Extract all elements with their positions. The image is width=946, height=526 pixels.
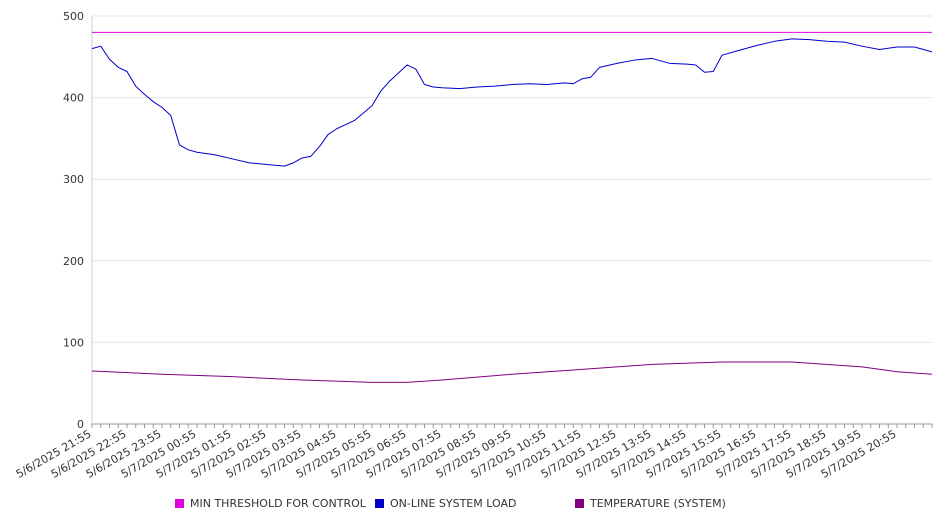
legend-swatch-threshold (175, 499, 184, 508)
y-tick-label: 500 (63, 10, 84, 23)
legend-label-temperature: TEMPERATURE (SYSTEM) (590, 497, 726, 510)
y-tick-label: 400 (63, 92, 84, 105)
y-tick-label: 300 (63, 173, 84, 186)
legend-label-threshold: MIN THRESHOLD FOR CONTROL (190, 497, 366, 510)
y-tick-label: 0 (77, 418, 84, 431)
legend: MIN THRESHOLD FOR CONTROL ON-LINE SYSTEM… (0, 497, 946, 517)
legend-swatch-load (375, 499, 384, 508)
y-tick-label: 100 (63, 336, 84, 349)
legend-swatch-temperature (575, 499, 584, 508)
legend-item-temperature[interactable]: TEMPERATURE (SYSTEM) (575, 497, 726, 510)
x-minor-ticks (91, 424, 933, 428)
y-tick-label: 200 (63, 255, 84, 268)
gridlines (92, 15, 932, 343)
series-lines (91, 31, 933, 383)
y-tick-labels: 0 100 200 300 400 500 (63, 10, 84, 431)
axes (91, 16, 933, 428)
x-tick-labels: 5/6/2025 21:555/6/2025 22:555/6/2025 23:… (14, 427, 899, 481)
series-line-system-load (91, 38, 933, 167)
legend-item-threshold[interactable]: MIN THRESHOLD FOR CONTROL (175, 497, 366, 510)
series-line-temperature (91, 361, 933, 383)
legend-label-load: ON-LINE SYSTEM LOAD (390, 497, 517, 510)
legend-item-load[interactable]: ON-LINE SYSTEM LOAD (375, 497, 516, 510)
